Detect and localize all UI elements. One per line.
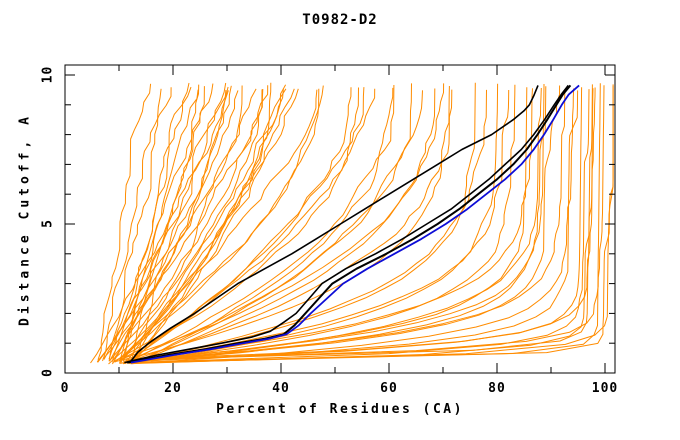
model-curve <box>123 90 579 363</box>
model-curve <box>112 85 450 363</box>
model-curve <box>97 88 257 363</box>
model-curve <box>108 88 162 362</box>
model-curve <box>130 87 365 360</box>
chart-title: T0982-D2 <box>302 12 378 28</box>
x-tick-label: 60 <box>380 381 398 396</box>
model-curve <box>135 89 510 361</box>
x-axis-label: Percent of Residues (CA) <box>216 402 464 417</box>
model-curve <box>131 87 583 360</box>
x-tick-label: 80 <box>488 381 506 396</box>
reference-curve <box>124 84 569 364</box>
model-curve <box>138 83 412 362</box>
model-curve <box>111 85 232 365</box>
model-curve <box>102 88 264 360</box>
model-curve <box>119 88 376 361</box>
x-tick-label: 40 <box>272 381 290 396</box>
x-tick-label: 0 <box>60 381 70 396</box>
model-curve <box>122 89 487 365</box>
model-curve <box>108 89 318 365</box>
y-tick-label: 0 <box>40 368 56 377</box>
model-curve <box>130 84 287 363</box>
x-tick-label: 100 <box>591 381 619 396</box>
model-curve <box>135 88 436 364</box>
model-curve <box>109 89 227 362</box>
model-curve <box>114 88 320 363</box>
model-curve <box>131 88 575 365</box>
model-curve <box>103 90 229 360</box>
model-curve <box>119 85 243 364</box>
model-curve <box>113 87 359 362</box>
model-curve <box>108 86 192 360</box>
model-curve <box>102 87 172 362</box>
model-curve <box>140 88 533 361</box>
model-curve <box>123 82 272 360</box>
model-curve <box>97 83 152 360</box>
model-curve <box>145 84 593 360</box>
y-axis-label: Distance Cutoff, A <box>17 113 33 326</box>
x-tick-label: 20 <box>164 381 182 396</box>
model-curve <box>134 89 590 364</box>
model-curve <box>129 89 453 362</box>
model-curve <box>109 89 263 361</box>
model-curve <box>119 88 287 363</box>
model-curve <box>118 85 324 361</box>
model-curve <box>139 83 601 364</box>
y-tick-label: 10 <box>40 65 56 84</box>
model-curve <box>133 85 605 361</box>
model-curve <box>144 86 547 360</box>
curves-layer <box>90 82 614 365</box>
model-curve <box>140 87 596 361</box>
reference-curve <box>129 85 539 364</box>
model-curve <box>134 83 545 363</box>
model-curve <box>96 90 239 363</box>
model-curve <box>130 90 423 361</box>
highlighted-curve <box>130 84 580 364</box>
y-tick-label: 5 <box>40 219 56 228</box>
plot-frame <box>64 64 616 374</box>
model-curve <box>90 86 229 364</box>
model-curve <box>111 85 269 362</box>
model-curve <box>135 82 227 360</box>
model-curve <box>134 88 295 360</box>
model-curve <box>123 85 561 362</box>
model-curve <box>119 84 516 364</box>
model-curve <box>125 88 299 364</box>
model-curve <box>125 87 528 361</box>
model-curve <box>124 84 395 365</box>
model-curve <box>140 90 566 361</box>
model-curve <box>119 83 214 362</box>
model-curve <box>120 82 476 364</box>
